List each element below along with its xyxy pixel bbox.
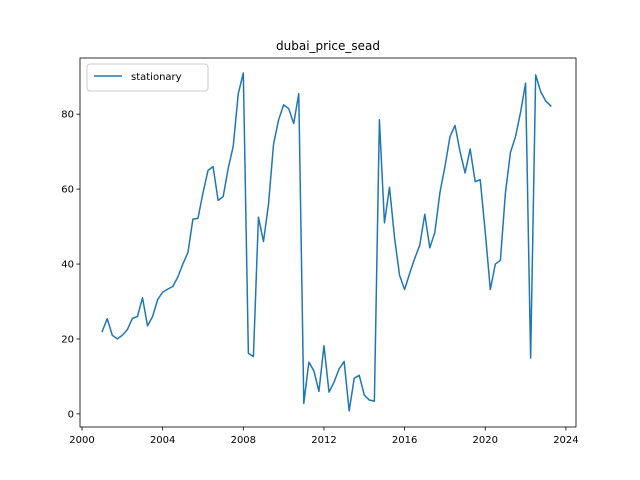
x-tick-label: 2020 (473, 435, 498, 446)
x-tick-label: 2012 (311, 435, 336, 446)
legend-label-stationary: stationary (131, 72, 182, 83)
series-line-stationary (101, 72, 552, 412)
y-tick-label: 0 (68, 409, 74, 420)
plot-frame (79, 57, 577, 428)
x-tick-label: 2004 (150, 435, 175, 446)
y-tick-label: 80 (61, 110, 74, 121)
y-tick-label: 40 (61, 260, 74, 271)
x-tick-label: 2000 (69, 435, 94, 446)
y-tick-label: 60 (61, 185, 74, 196)
legend: stationary (86, 63, 209, 92)
chart-title: dubai_price_sead (276, 39, 380, 53)
legend-box (86, 63, 209, 92)
x-tick-label: 2024 (553, 435, 578, 446)
series-layer (101, 72, 552, 412)
ticks-layer: 2000 2004 2008 2012 2016 2020 2024 0 20 40 60 80 (61, 110, 578, 446)
x-tick-label: 2008 (231, 435, 256, 446)
x-tick-label: 2016 (392, 435, 417, 446)
y-tick-label: 20 (61, 334, 74, 345)
